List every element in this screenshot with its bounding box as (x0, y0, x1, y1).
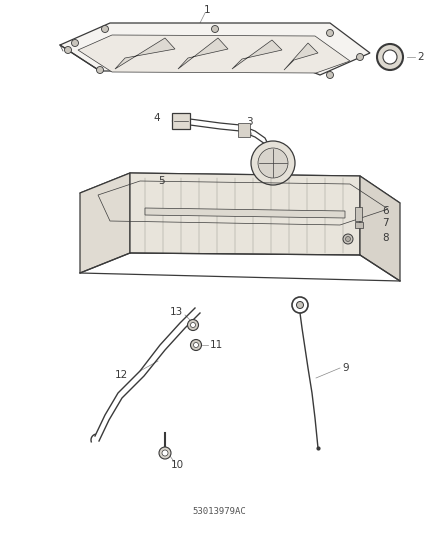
Circle shape (191, 322, 195, 327)
Circle shape (162, 450, 168, 456)
Bar (238, 123, 250, 137)
Text: 7: 7 (382, 218, 389, 228)
Polygon shape (360, 176, 400, 281)
Bar (355, 222, 363, 228)
Text: 2: 2 (417, 52, 424, 62)
Text: 6: 6 (382, 206, 389, 216)
Circle shape (343, 234, 353, 244)
Circle shape (191, 340, 201, 351)
Circle shape (102, 26, 109, 33)
Polygon shape (145, 208, 345, 218)
Circle shape (377, 44, 403, 70)
Circle shape (194, 343, 198, 348)
Text: 9: 9 (342, 363, 349, 373)
Polygon shape (178, 38, 228, 69)
Circle shape (292, 297, 308, 313)
Text: 1: 1 (204, 5, 210, 15)
Text: 11: 11 (210, 340, 223, 350)
Polygon shape (80, 173, 130, 273)
Circle shape (326, 71, 333, 78)
Polygon shape (60, 23, 370, 75)
Text: 13: 13 (170, 307, 183, 317)
Circle shape (326, 29, 333, 36)
Text: 10: 10 (170, 460, 184, 470)
Circle shape (71, 39, 78, 46)
Text: 4: 4 (153, 113, 160, 123)
Circle shape (96, 67, 103, 74)
Polygon shape (80, 173, 400, 221)
Bar (172, 113, 190, 129)
Circle shape (159, 447, 171, 459)
Polygon shape (284, 43, 318, 70)
Circle shape (212, 26, 219, 33)
Text: 5: 5 (159, 176, 165, 186)
Text: 3: 3 (246, 117, 252, 127)
Circle shape (383, 50, 397, 64)
Text: 8: 8 (382, 233, 389, 243)
Bar (355, 207, 362, 221)
Circle shape (346, 237, 350, 241)
Polygon shape (115, 38, 175, 69)
Polygon shape (130, 173, 360, 255)
Circle shape (357, 53, 364, 61)
Text: 12: 12 (115, 370, 128, 380)
Text: 53013979AC: 53013979AC (192, 506, 246, 515)
Circle shape (297, 302, 304, 309)
Polygon shape (232, 40, 282, 69)
Circle shape (187, 319, 198, 330)
Circle shape (64, 46, 71, 53)
Polygon shape (78, 35, 350, 73)
Circle shape (258, 148, 288, 178)
Circle shape (251, 141, 295, 185)
